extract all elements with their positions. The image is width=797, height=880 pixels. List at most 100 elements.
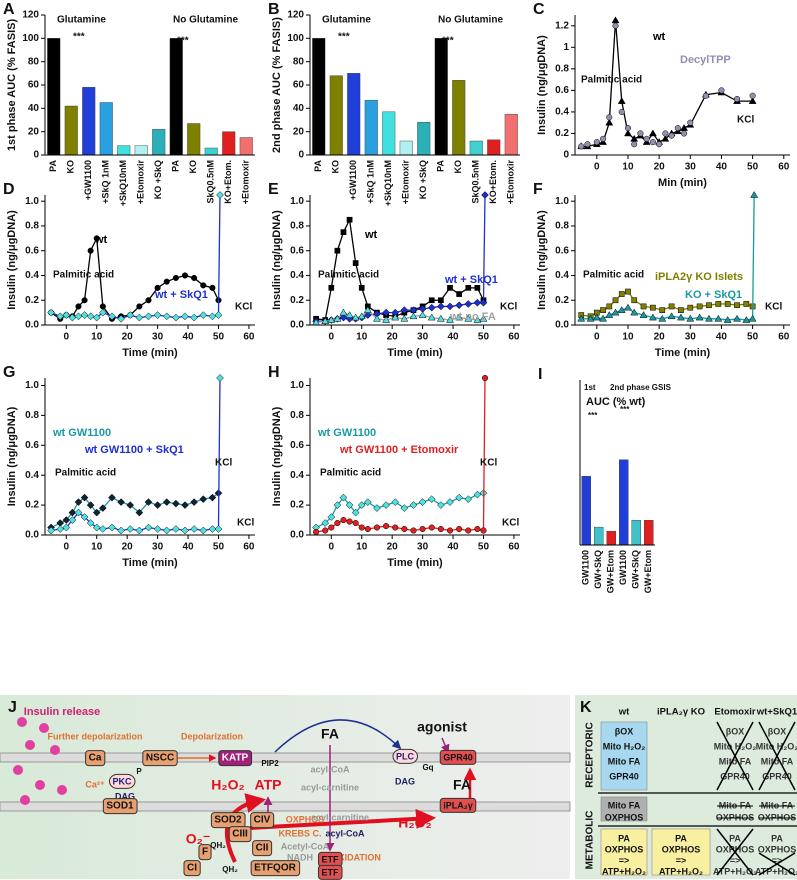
y-tick-label: 0.4 <box>555 107 569 118</box>
data-point <box>339 308 348 316</box>
x-tick-label: 40 <box>447 542 459 553</box>
data-point <box>677 313 685 321</box>
bar <box>469 140 483 156</box>
annotation: 1st <box>584 383 596 392</box>
data-point <box>410 527 417 534</box>
cell-text: PA <box>771 833 783 843</box>
x-tick-label: 10 <box>356 332 368 343</box>
x-tick-label: 40 <box>716 162 728 173</box>
y-tick-label: 60 <box>293 80 305 91</box>
mito-membrane <box>0 801 571 812</box>
data-point <box>733 314 741 322</box>
panel-label: D <box>3 181 15 198</box>
x-tick-label: 50 <box>478 542 490 553</box>
diagram-box <box>198 844 212 861</box>
diagram-box <box>142 750 178 767</box>
bar <box>452 80 466 156</box>
data-point <box>74 312 83 321</box>
annotation: Glutamine <box>322 15 371 26</box>
series-label: wt GW1100 + SkQ1 <box>84 444 184 456</box>
data-point <box>199 495 208 503</box>
data-point <box>749 92 756 99</box>
data-point <box>86 501 95 509</box>
bar <box>312 38 326 156</box>
data-point <box>446 316 454 323</box>
data-point <box>392 524 399 531</box>
data-point <box>117 526 125 535</box>
data-point <box>162 312 171 321</box>
bar <box>417 122 431 156</box>
y-tick-label: 0.6 <box>290 245 304 256</box>
data-point <box>714 314 723 322</box>
y-tick-label: 80 <box>293 56 305 67</box>
data-point <box>328 524 335 531</box>
data-point <box>135 526 144 535</box>
x-tick-label: KO+Etom. <box>488 160 498 204</box>
data-point <box>92 523 101 532</box>
data-point <box>447 285 453 291</box>
x-tick-label: 0 <box>64 542 70 553</box>
cell-text: Mito H₂O₂ <box>756 741 797 751</box>
data-point <box>715 301 722 307</box>
data-point <box>334 519 341 527</box>
data-point <box>327 513 336 521</box>
data-point <box>74 508 83 517</box>
data-point <box>108 523 116 532</box>
diagram-background <box>0 695 570 879</box>
y-tick-label: 0.0 <box>25 530 39 541</box>
data-point <box>153 311 162 319</box>
x-tick-label: GW1100 <box>581 550 591 585</box>
diagram-label: NADH <box>287 852 313 862</box>
x-tick-label: 20 <box>654 162 666 173</box>
data-point <box>346 216 353 223</box>
cell-text: => <box>772 855 783 865</box>
y-tick-label: 0.0 <box>555 320 569 331</box>
x-tick-label: PA <box>48 160 58 172</box>
diagram-label: KATP <box>222 753 249 764</box>
diagram-label: Insulin release <box>24 706 100 718</box>
bar <box>399 140 413 156</box>
diagram-label: PIP2 <box>261 759 279 768</box>
annotation: KCl <box>480 458 497 469</box>
bar <box>239 137 253 156</box>
x-tick-label: +GW1100 <box>348 160 358 200</box>
cell-text: Mito FA <box>719 800 752 810</box>
data-point <box>437 501 445 509</box>
diagram-label: Ca <box>89 753 102 764</box>
data-point <box>358 524 365 531</box>
cell-text: Mito FA <box>719 756 752 766</box>
data-point <box>592 313 601 321</box>
diagram-box <box>318 864 343 880</box>
x-tick-label: 0 <box>594 162 600 173</box>
diagram-box <box>250 812 275 829</box>
series-label: wt <box>652 31 666 43</box>
diagram-label: Acetyl-CoA <box>281 841 330 851</box>
annotation: KCl <box>765 302 782 313</box>
data-point <box>345 311 354 318</box>
data-point <box>612 297 619 304</box>
bar <box>82 87 96 156</box>
y-tick-label: 0.2 <box>290 500 304 511</box>
y-axis-label: Insulin (ng/μgDNA) <box>271 406 283 506</box>
data-point <box>456 291 462 297</box>
diagram-label: acyl-CoA <box>325 828 365 838</box>
series-line <box>315 309 484 324</box>
data-point <box>473 490 482 499</box>
cross <box>716 828 754 876</box>
cell-text: OXPHOS <box>758 812 797 822</box>
bar <box>329 75 343 156</box>
data-point <box>599 314 607 322</box>
panel-label: A <box>3 1 15 18</box>
data-point <box>92 508 101 517</box>
y-tick-label: 0.8 <box>290 410 304 421</box>
data-point <box>706 302 712 309</box>
diagram-box <box>439 749 477 765</box>
cell-text: ATP+H₂O₂ <box>602 866 646 876</box>
data-point <box>427 313 436 321</box>
diagram-label: Further depolarization <box>47 731 142 741</box>
data-point <box>327 316 336 323</box>
annotation: Palmitic acid <box>55 468 116 479</box>
bar <box>504 113 518 156</box>
x-tick-label: 10 <box>91 332 103 343</box>
data-point <box>352 519 359 527</box>
